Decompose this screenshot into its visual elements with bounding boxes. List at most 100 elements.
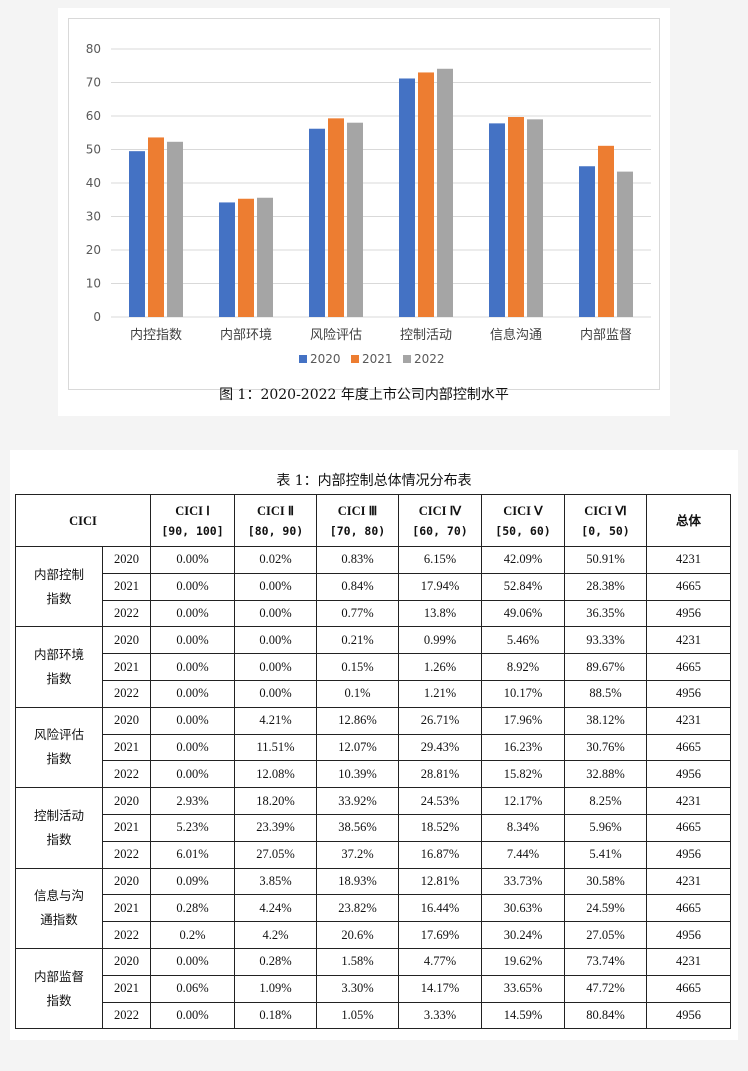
table-row: 2022 0.00% 0.00% 0.1% 1.21% 10.17% 88.5% 4956 <box>16 679 731 708</box>
total-cell: 4665 <box>646 813 731 842</box>
year-cell: 2021 <box>102 974 151 1003</box>
value-cell: 16.87% <box>398 840 482 869</box>
header-range: [90, 100] <box>161 523 224 538</box>
value-cell: 0.09% <box>150 867 235 896</box>
value-cell: 0.00% <box>150 653 235 681</box>
year-cell: 2021 <box>102 894 151 923</box>
value-cell: 0.00% <box>150 679 235 708</box>
value-cell: 3.33% <box>398 1001 482 1030</box>
year-cell: 2020 <box>102 787 151 815</box>
table-row: 2022 6.01% 27.05% 37.2% 16.87% 7.44% 5.41% 4956 <box>16 840 731 869</box>
value-cell: 4.2% <box>234 921 317 949</box>
x-tick-label: 内部监督 <box>580 327 632 343</box>
total-cell: 4665 <box>646 572 731 601</box>
value-cell: 13.8% <box>398 599 482 628</box>
year-cell: 2020 <box>102 626 151 655</box>
year-cell: 2021 <box>102 733 151 762</box>
value-cell: 14.17% <box>398 974 482 1003</box>
year-cell: 2020 <box>102 867 151 896</box>
value-cell: 10.39% <box>316 760 399 789</box>
value-cell: 0.00% <box>150 760 235 789</box>
header-name: CICI Ⅱ <box>256 503 295 518</box>
y-tick-label: 50 <box>86 143 101 157</box>
value-cell: 80.84% <box>564 1001 647 1030</box>
table-row: 2022 0.2% 4.2% 20.6% 17.69% 30.24% 27.05% 4956 <box>16 921 731 949</box>
header-name: CICI Ⅵ <box>584 503 627 518</box>
value-cell: 10.17% <box>481 679 565 708</box>
value-cell: 11.51% <box>234 733 317 762</box>
bar-2022-0 <box>167 141 183 317</box>
bar-2020-3 <box>399 78 415 317</box>
value-cell: 73.74% <box>564 947 647 976</box>
bar-2020-0 <box>129 151 145 317</box>
value-cell: 0.18% <box>234 1001 317 1030</box>
row-group-label-line: 内部监督 <box>33 968 84 984</box>
value-cell: 30.58% <box>564 867 647 896</box>
year-cell: 2020 <box>102 546 151 574</box>
total-cell: 4231 <box>646 867 731 896</box>
value-cell: 20.6% <box>316 921 399 949</box>
value-cell: 52.84% <box>481 572 565 601</box>
bar-2022-1 <box>257 197 273 317</box>
value-cell: 1.09% <box>234 974 317 1003</box>
total-cell: 4956 <box>646 679 731 708</box>
header-name: CICI Ⅲ <box>337 503 378 518</box>
value-cell: 0.00% <box>150 626 235 655</box>
value-cell: 0.00% <box>234 679 317 708</box>
bar-2020-2 <box>309 128 325 317</box>
value-cell: 0.99% <box>398 626 482 655</box>
value-cell: 0.00% <box>150 1001 235 1030</box>
value-cell: 0.1% <box>316 679 399 708</box>
value-cell: 38.12% <box>564 706 647 735</box>
total-cell: 4231 <box>646 947 731 976</box>
figure-1: 0 10 20 30 40 50 60 70 80 内控指数 内部环境 风险评估 控制活动 信息沟通 内部监… <box>58 8 670 416</box>
value-cell: 30.24% <box>481 921 565 949</box>
value-cell: 18.52% <box>398 813 482 842</box>
table-row: 风险评估 指数 2020 0.00% 4.21% 12.86% 26.71% 17.96% 38… <box>15 706 731 789</box>
legend-swatch <box>299 355 307 363</box>
header-name: CICI Ⅴ <box>503 503 543 518</box>
y-tick-label: 30 <box>86 210 101 224</box>
value-cell: 12.81% <box>398 867 482 896</box>
header-name: CICI Ⅰ <box>175 503 210 518</box>
total-cell: 4231 <box>646 706 731 735</box>
value-cell: 2.93% <box>150 787 235 815</box>
value-cell: 0.77% <box>316 599 399 628</box>
value-cell: 17.96% <box>481 706 565 735</box>
y-tick-label: 0 <box>93 310 101 324</box>
year-cell: 2022 <box>102 599 151 628</box>
row-group-label-line: 指数 <box>46 992 72 1008</box>
header-range: [80, 90) <box>247 523 304 538</box>
year-cell: 2022 <box>102 679 151 708</box>
header-cici-4: CICI Ⅳ [60, 70) <box>398 494 482 547</box>
y-tick-label: 20 <box>86 243 101 257</box>
legend-label: 2020 <box>310 352 341 366</box>
value-cell: 0.28% <box>234 947 317 976</box>
value-cell: 0.00% <box>150 546 235 574</box>
value-cell: 42.09% <box>481 546 565 574</box>
value-cell: 0.00% <box>150 733 235 762</box>
table-header-row: CICI CICI Ⅰ [90, 100] CICI Ⅱ [80, 90) CICI… <box>15 494 731 547</box>
header-range: [50, 60) <box>495 523 551 538</box>
bar-2022-5 <box>617 171 633 317</box>
year-cell: 2022 <box>102 840 151 869</box>
value-cell: 12.17% <box>481 787 565 815</box>
value-cell: 18.93% <box>316 867 399 896</box>
table-body: 内部控制 指数 2020 0.00% 0.02% 0.83% 6.15% 42.09% 50.9… <box>15 545 731 1030</box>
header-cici-1: CICI Ⅰ [90, 100] <box>150 494 235 547</box>
value-cell: 33.65% <box>481 974 565 1003</box>
row-group-label-line: 内部控制 <box>33 566 84 582</box>
value-cell: 12.86% <box>316 706 399 735</box>
total-cell: 4665 <box>646 653 731 681</box>
value-cell: 0.00% <box>234 599 317 628</box>
row-group-label-line: 指数 <box>46 831 72 847</box>
value-cell: 8.34% <box>481 813 565 842</box>
table-row: 2021 0.00% 11.51% 12.07% 29.43% 16.23% 30.76% 4… <box>16 733 731 762</box>
value-cell: 33.92% <box>316 787 399 815</box>
year-cell: 2020 <box>102 947 151 976</box>
value-cell: 27.05% <box>234 840 317 869</box>
value-cell: 37.2% <box>316 840 399 869</box>
value-cell: 0.02% <box>234 546 317 574</box>
value-cell: 3.30% <box>316 974 399 1003</box>
value-cell: 12.08% <box>234 760 317 789</box>
